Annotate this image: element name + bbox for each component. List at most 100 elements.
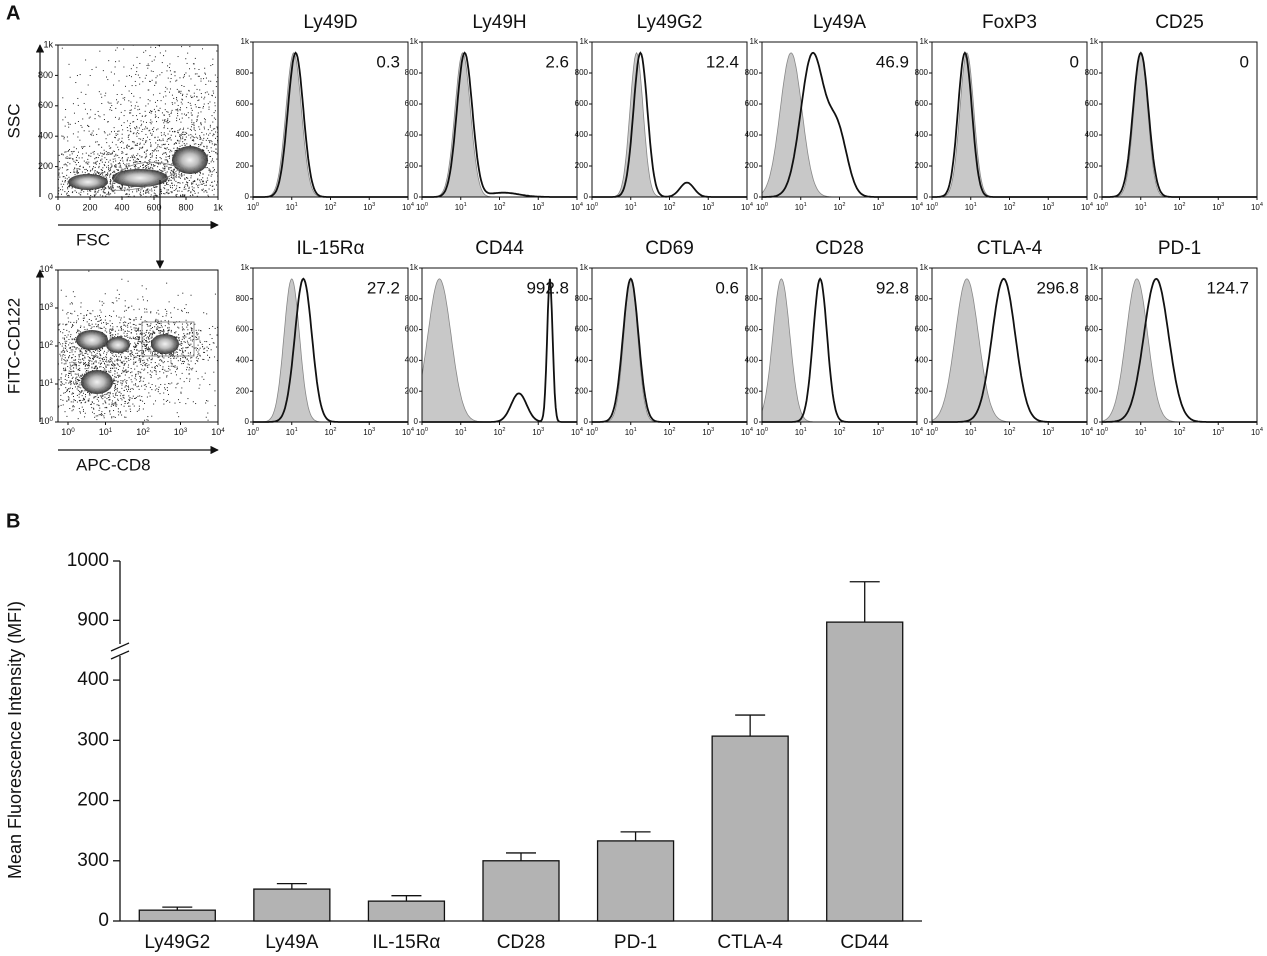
event-dot <box>211 150 213 152</box>
event-dot <box>164 147 166 149</box>
event-dot <box>108 199 109 200</box>
event-dot <box>109 182 111 184</box>
event-dot <box>266 31 267 32</box>
event-dot <box>115 394 117 396</box>
event-dot <box>67 183 69 185</box>
event-dot <box>101 395 103 397</box>
event-dot <box>19 175 20 176</box>
event-dot <box>132 147 134 149</box>
event-dot <box>147 348 149 350</box>
event-dot <box>116 47 118 49</box>
event-dot <box>114 446 115 447</box>
event-dot <box>247 152 248 153</box>
event-dot <box>221 129 222 130</box>
event-dot <box>82 146 84 148</box>
event-dot <box>166 375 168 377</box>
event-dot <box>200 93 202 95</box>
event-dot <box>113 378 115 380</box>
event-dot <box>170 111 172 113</box>
event-dot <box>125 165 127 167</box>
event-dot <box>185 357 187 359</box>
event-dot <box>183 186 185 188</box>
event-dot <box>130 350 132 352</box>
event-dot <box>164 210 165 211</box>
event-dot <box>135 375 137 377</box>
event-dot <box>213 92 215 94</box>
event-dot <box>109 399 111 401</box>
event-dot <box>130 372 132 374</box>
event-dot <box>202 139 204 141</box>
event-dot <box>206 346 208 348</box>
event-dot <box>189 344 191 346</box>
event-dot <box>135 384 137 386</box>
event-dot <box>206 234 207 235</box>
event-dot <box>124 358 126 360</box>
event-dot <box>69 163 71 165</box>
event-dot <box>27 382 28 383</box>
event-dot <box>55 385 56 386</box>
event-dot <box>182 336 184 338</box>
event-dot <box>60 355 62 357</box>
event-dot <box>116 388 118 390</box>
event-dot <box>222 135 223 136</box>
event-dot <box>146 127 148 129</box>
event-dot <box>100 414 102 416</box>
event-dot <box>112 334 114 336</box>
event-dot <box>224 143 225 144</box>
event-dot <box>198 338 200 340</box>
event-dot <box>50 371 51 372</box>
event-dot <box>33 169 34 170</box>
event-dot <box>166 389 168 391</box>
event-dot <box>152 168 154 170</box>
event-dot <box>101 202 102 203</box>
event-dot <box>98 400 100 402</box>
event-dot <box>108 403 110 405</box>
event-dot <box>126 127 128 129</box>
event-dot <box>173 174 175 176</box>
event-dot <box>78 355 80 357</box>
event-dot <box>245 186 246 187</box>
event-dot <box>130 131 132 133</box>
event-dot <box>79 353 81 355</box>
event-dot <box>166 209 167 210</box>
event-dot <box>125 357 127 359</box>
event-dot <box>86 161 88 163</box>
event-dot <box>105 138 107 140</box>
event-dot <box>166 153 168 155</box>
event-dot <box>136 118 138 120</box>
event-dot <box>164 147 166 149</box>
event-dot <box>71 393 73 395</box>
event-dot <box>201 43 202 44</box>
event-dot <box>171 363 173 365</box>
event-dot <box>127 135 129 137</box>
event-dot <box>192 198 193 199</box>
event-dot <box>115 144 117 146</box>
event-dot <box>207 179 209 181</box>
event-dot <box>137 168 139 170</box>
event-dot <box>76 332 78 334</box>
event-dot <box>74 400 76 402</box>
event-dot <box>176 147 178 149</box>
event-dot <box>133 162 135 164</box>
density-blob <box>112 169 168 187</box>
event-dot <box>115 380 117 382</box>
event-dot <box>208 140 210 142</box>
event-dot <box>87 349 89 351</box>
event-dot <box>214 293 216 295</box>
event-dot <box>85 93 87 95</box>
event-dot <box>48 365 49 366</box>
event-dot <box>76 394 78 396</box>
event-dot <box>77 207 78 208</box>
event-dot <box>78 5 79 6</box>
event-dot <box>130 68 132 70</box>
event-dot <box>196 338 198 340</box>
event-dot <box>87 124 89 126</box>
event-dot <box>21 181 22 182</box>
event-dot <box>187 346 189 348</box>
event-dot <box>131 352 133 354</box>
event-dot <box>178 334 180 336</box>
event-dot <box>110 369 112 371</box>
event-dot <box>179 187 181 189</box>
event-dot <box>109 320 111 322</box>
event-dot <box>168 234 169 235</box>
